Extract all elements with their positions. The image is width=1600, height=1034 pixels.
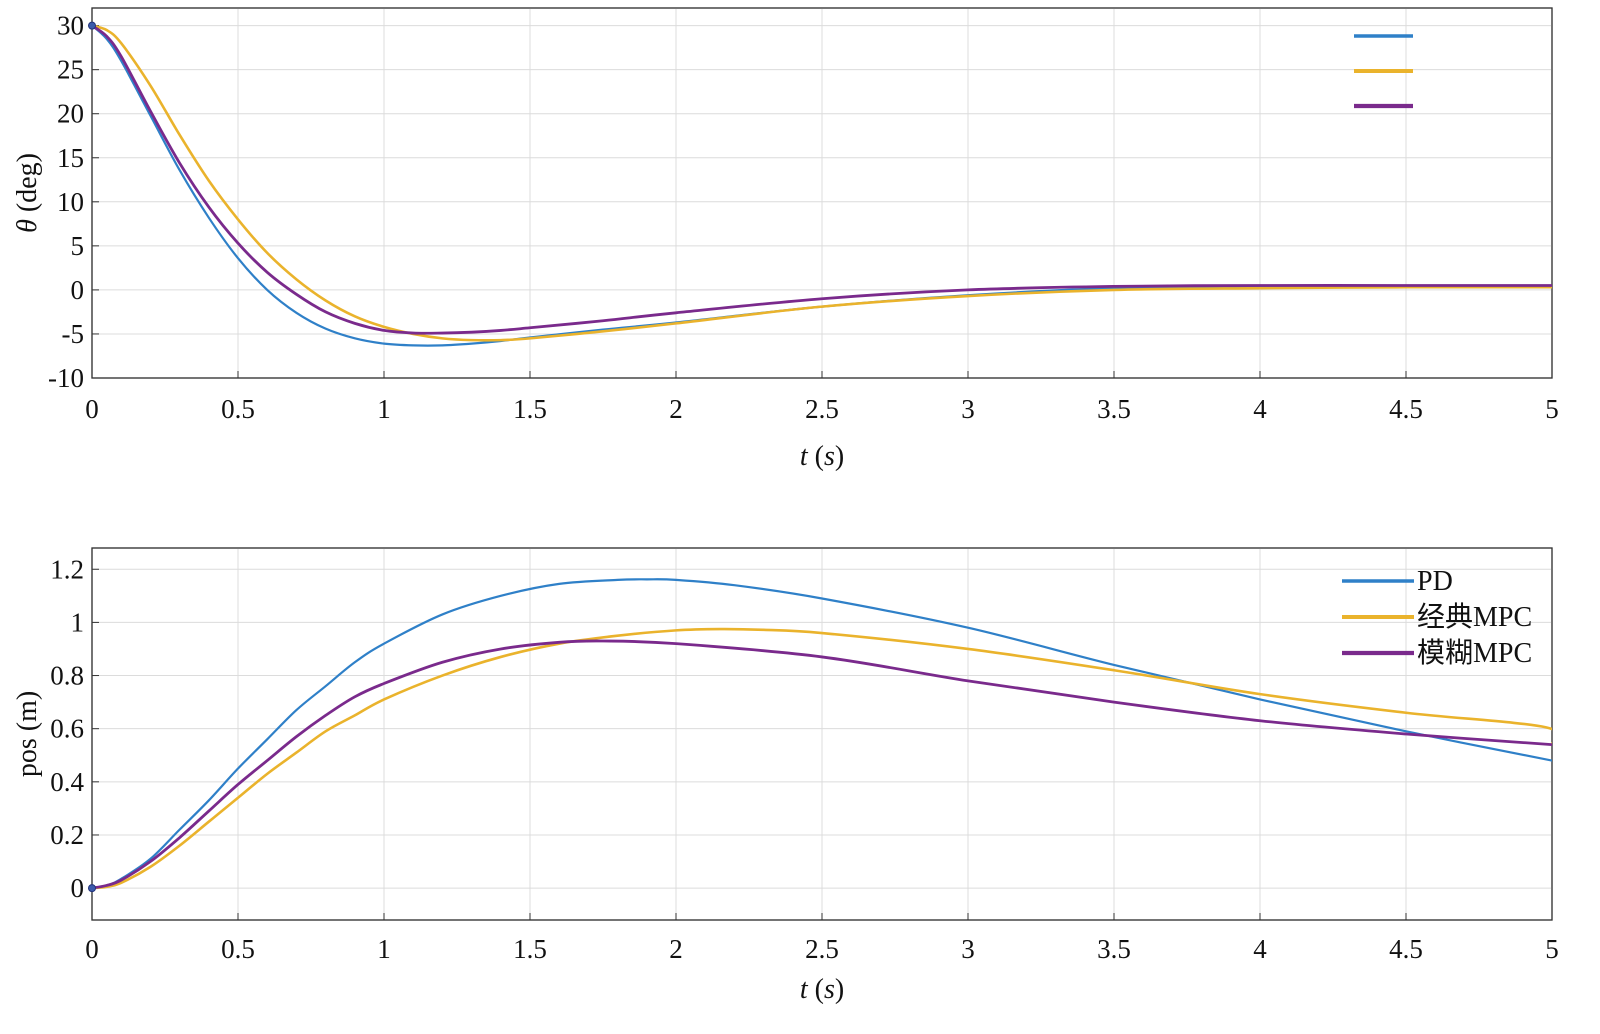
series-line-1	[92, 578, 1552, 890]
x-axis-label: t (s)	[800, 441, 844, 472]
x-tick-label: 2	[669, 934, 683, 964]
y-tick-label: 25	[57, 55, 84, 85]
x-axis-label-variable: t	[800, 974, 809, 1005]
legend-label-1: PD	[1417, 566, 1453, 597]
y-tick-label: 0	[71, 873, 85, 903]
y-tick-label: 0.6	[50, 714, 84, 744]
series-line-2	[92, 627, 1552, 890]
x-tick-label: 4	[1253, 934, 1267, 964]
x-tick-label: 3	[961, 394, 975, 424]
x-axis-label-unit-symbol: s	[824, 974, 835, 1005]
y-tick-label: 1	[71, 607, 85, 637]
series-line-3	[92, 24, 1552, 335]
x-tick-label: 2.5	[805, 394, 839, 424]
position-plot: 0 0.5 1 1.5 2 2.5 3 3.5 4 4.5 5 0 0.2 0.4 0.6 0.8 1 1.2 t …	[12, 547, 1559, 1005]
x-tick-label: 5	[1545, 934, 1559, 964]
series-line-3	[92, 639, 1552, 890]
y-tick-label: 10	[57, 187, 84, 217]
y-tick-label: 0.2	[50, 820, 84, 850]
y-axis-label: pos (m)	[12, 691, 43, 777]
y-tick-label: 30	[57, 11, 84, 41]
series-line-1	[92, 24, 1552, 347]
y-tick-label: 0.8	[50, 661, 84, 691]
x-tick-label: 0.5	[221, 394, 255, 424]
x-tick-label: 1.5	[513, 394, 547, 424]
x-tick-label: 4	[1253, 394, 1267, 424]
y-tick-label: 15	[57, 143, 84, 173]
y-tick-label: 20	[57, 99, 84, 129]
plot-frame	[91, 7, 1553, 379]
x-axis-label-unit-symbol: s	[824, 441, 835, 472]
legend	[1354, 34, 1413, 109]
legend-label-3: 模糊MPC	[1417, 637, 1532, 669]
y-tick-label: -5	[62, 319, 85, 349]
x-tick-label: 2	[669, 394, 683, 424]
x-tick-label: 4.5	[1389, 934, 1423, 964]
x-axis-label-unit: (	[808, 974, 824, 1005]
x-tick-label: 0	[85, 934, 99, 964]
legend-label-2: 经典MPC	[1417, 601, 1532, 633]
x-axis-label-unit: (	[808, 441, 824, 472]
x-axis-label-close: )	[835, 441, 844, 472]
y-tick-label: 1.2	[50, 554, 84, 584]
theta-plot: 0 0.5 1 1.5 2 2.5 3 3.5 4 4.5 5 -10 -5 0 5 10 15 20 25 30 t …	[12, 7, 1559, 472]
start-marker	[88, 21, 96, 30]
y-tick-label: 5	[71, 231, 85, 261]
y-tick-label: 0	[71, 275, 85, 305]
x-tick-label: 3.5	[1097, 394, 1131, 424]
y-tick-label: -10	[48, 363, 84, 393]
start-marker	[88, 884, 96, 893]
x-tick-label: 1	[377, 394, 391, 424]
y-axis-label: θ (deg)	[12, 153, 43, 233]
x-tick-label: 1	[377, 934, 391, 964]
legend: PD 经典MPC 模糊MPC	[1342, 566, 1532, 669]
series-line-2	[92, 24, 1552, 342]
y-axis-label-symbol: θ	[12, 219, 43, 233]
x-tick-label: 3	[961, 934, 975, 964]
x-tick-label: 0	[85, 394, 99, 424]
x-tick-label: 2.5	[805, 934, 839, 964]
y-axis-label-unit: (deg)	[12, 153, 43, 219]
x-axis-label-close: )	[835, 974, 844, 1005]
y-tick-label: 0.4	[50, 767, 84, 797]
x-axis-label-variable: t	[800, 441, 809, 472]
x-tick-label: 4.5	[1389, 394, 1423, 424]
plot-frame	[91, 547, 1553, 921]
x-tick-label: 1.5	[513, 934, 547, 964]
x-tick-label: 3.5	[1097, 934, 1131, 964]
x-tick-label: 0.5	[221, 934, 255, 964]
x-axis-label: t (s)	[800, 974, 844, 1005]
x-tick-label: 5	[1545, 394, 1559, 424]
